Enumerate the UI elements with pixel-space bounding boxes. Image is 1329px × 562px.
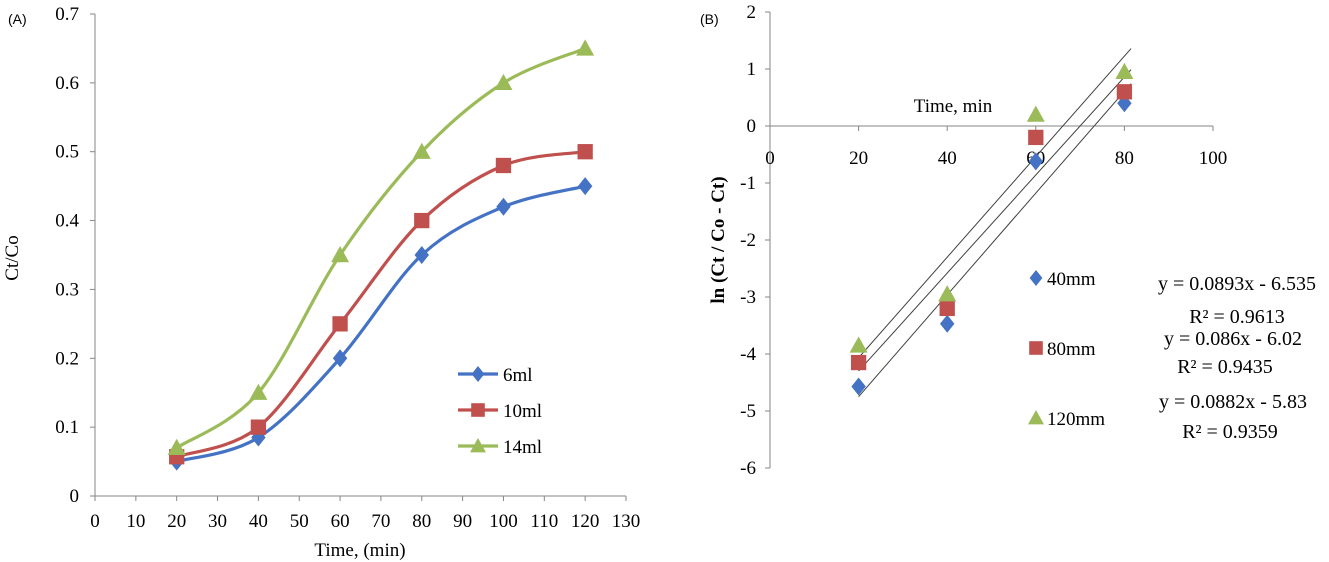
b-y-tick-label: -6 [740, 458, 756, 479]
a-legend-marker-10ml [471, 403, 485, 417]
b-legend-marker-40mm [1029, 270, 1043, 286]
b-y-tick-label: -5 [740, 401, 756, 422]
a-point-6ml [577, 177, 593, 196]
a-y-tick-label: 0.1 [55, 417, 79, 438]
a-point-6ml [496, 197, 511, 216]
b-r2-40mm: R² = 0.9613 [1189, 306, 1285, 328]
b-x-tick-label: 100 [1199, 148, 1228, 169]
b-x-tick-label: 0 [765, 148, 775, 169]
a-y-tick-label: 0.4 [55, 211, 79, 232]
a-point-10ml [414, 212, 430, 229]
a-x-tick-label: 40 [249, 511, 268, 532]
a-x-tick-label: 60 [331, 511, 350, 532]
b-point-80mm [939, 300, 955, 317]
b-legend-label-40mm: 40mm [1047, 269, 1096, 290]
b-point-80mm [1116, 84, 1133, 100]
a-point-14ml [249, 383, 268, 400]
a-point-14ml [167, 438, 186, 455]
panel-b: (B) 020406080100210-1-2-3-4-5-6 40mm80mm… [700, 2, 1316, 479]
b-x-tick-label: 20 [849, 148, 868, 169]
a-point-14ml [412, 142, 431, 159]
b-y-axis-title: ln (Ct / Co - Ct) [708, 176, 729, 303]
a-y-axis-title: Ct/Co [2, 235, 23, 280]
a-y-tick-label: 0.6 [55, 73, 79, 94]
a-x-tick-label: 50 [290, 511, 309, 532]
a-x-tick-label: 0 [90, 511, 100, 532]
b-legend-label-120mm: 120mm [1047, 409, 1105, 430]
panel-a-label: (A) [8, 11, 27, 27]
b-point-120mm [938, 285, 957, 302]
panel-b-label: (B) [700, 11, 719, 27]
b-legend-marker-120mm [1028, 410, 1044, 425]
b-equation-40mm: y = 0.0893x - 6.535 [1158, 273, 1316, 295]
a-point-10ml [250, 419, 267, 435]
b-x-tick-label: 80 [1115, 148, 1134, 169]
a-y-tick-label: 0.3 [55, 279, 79, 300]
a-series-line-14ml [175, 46, 586, 450]
a-x-tick-label: 10 [126, 511, 145, 532]
b-y-tick-label: 2 [747, 2, 757, 23]
a-x-tick-label: 100 [489, 511, 518, 532]
b-point-80mm [850, 354, 867, 371]
a-point-14ml [494, 73, 513, 91]
b-point-120mm [1115, 62, 1134, 80]
a-x-tick-label: 30 [208, 511, 227, 532]
b-point-120mm [849, 336, 868, 353]
a-x-tick-label: 70 [371, 511, 390, 532]
b-point-120mm [1026, 105, 1045, 122]
a-point-10ml [495, 157, 512, 174]
b-point-80mm [1028, 129, 1044, 146]
a-y-tick-label: 0 [70, 486, 80, 507]
a-legend-label-10ml: 10ml [503, 401, 542, 422]
a-x-tick-label: 130 [612, 511, 641, 532]
b-equation-80mm: y = 0.086x - 6.02 [1164, 328, 1302, 350]
a-point-6ml [332, 349, 348, 368]
b-y-tick-label: 0 [747, 116, 757, 137]
b-y-tick-label: -3 [740, 287, 756, 308]
a-legend-marker-6ml [471, 366, 485, 382]
a-point-10ml [577, 144, 593, 160]
b-trendline-80mm [858, 69, 1132, 372]
a-x-tick-label: 90 [453, 511, 472, 532]
a-x-tick-label: 120 [571, 511, 600, 532]
a-x-tick-label: 20 [167, 511, 186, 532]
b-trendline-40mm [858, 83, 1132, 398]
b-y-tick-label: -1 [740, 173, 756, 194]
b-r2-120mm: R² = 0.9359 [1182, 421, 1278, 443]
a-point-6ml [414, 246, 429, 264]
a-point-14ml [331, 246, 350, 263]
b-r2-80mm: R² = 0.9435 [1177, 356, 1273, 378]
b-point-40mm [851, 377, 866, 396]
a-legend-marker-14ml [470, 438, 486, 453]
a-legend-label-6ml: 6ml [503, 365, 533, 386]
b-x-tick-label: 40 [938, 148, 957, 169]
b-y-tick-label: -4 [740, 344, 756, 365]
b-y-tick-label: -2 [740, 230, 756, 251]
b-y-tick-label: 1 [747, 59, 757, 80]
b-point-40mm [940, 314, 955, 333]
a-legend-label-14ml: 14ml [503, 437, 542, 458]
b-legend-label-80mm: 80mm [1047, 339, 1096, 360]
a-point-10ml [332, 316, 348, 332]
a-point-14ml [576, 39, 595, 56]
panel-a: (A) 0 10 20 30 40 50 60 70 80 90 100 110 120 130 0 0.1 0… [2, 4, 640, 561]
a-x-tick-label: 80 [412, 511, 431, 532]
a-x-tick-label: 110 [530, 511, 558, 532]
a-x-axis-title: Time, (min) [314, 540, 405, 561]
b-equation-120mm: y = 0.0882x - 5.83 [1159, 391, 1307, 413]
b-legend-marker-80mm [1029, 341, 1043, 355]
a-y-tick-label: 0.2 [55, 348, 79, 369]
b-x-axis-title: Time, min [914, 96, 993, 117]
a-y-tick-label: 0.7 [55, 4, 79, 25]
b-point-40mm [1028, 152, 1043, 171]
a-y-tick-label: 0.5 [55, 142, 79, 163]
b-trendline-120mm [858, 48, 1132, 359]
